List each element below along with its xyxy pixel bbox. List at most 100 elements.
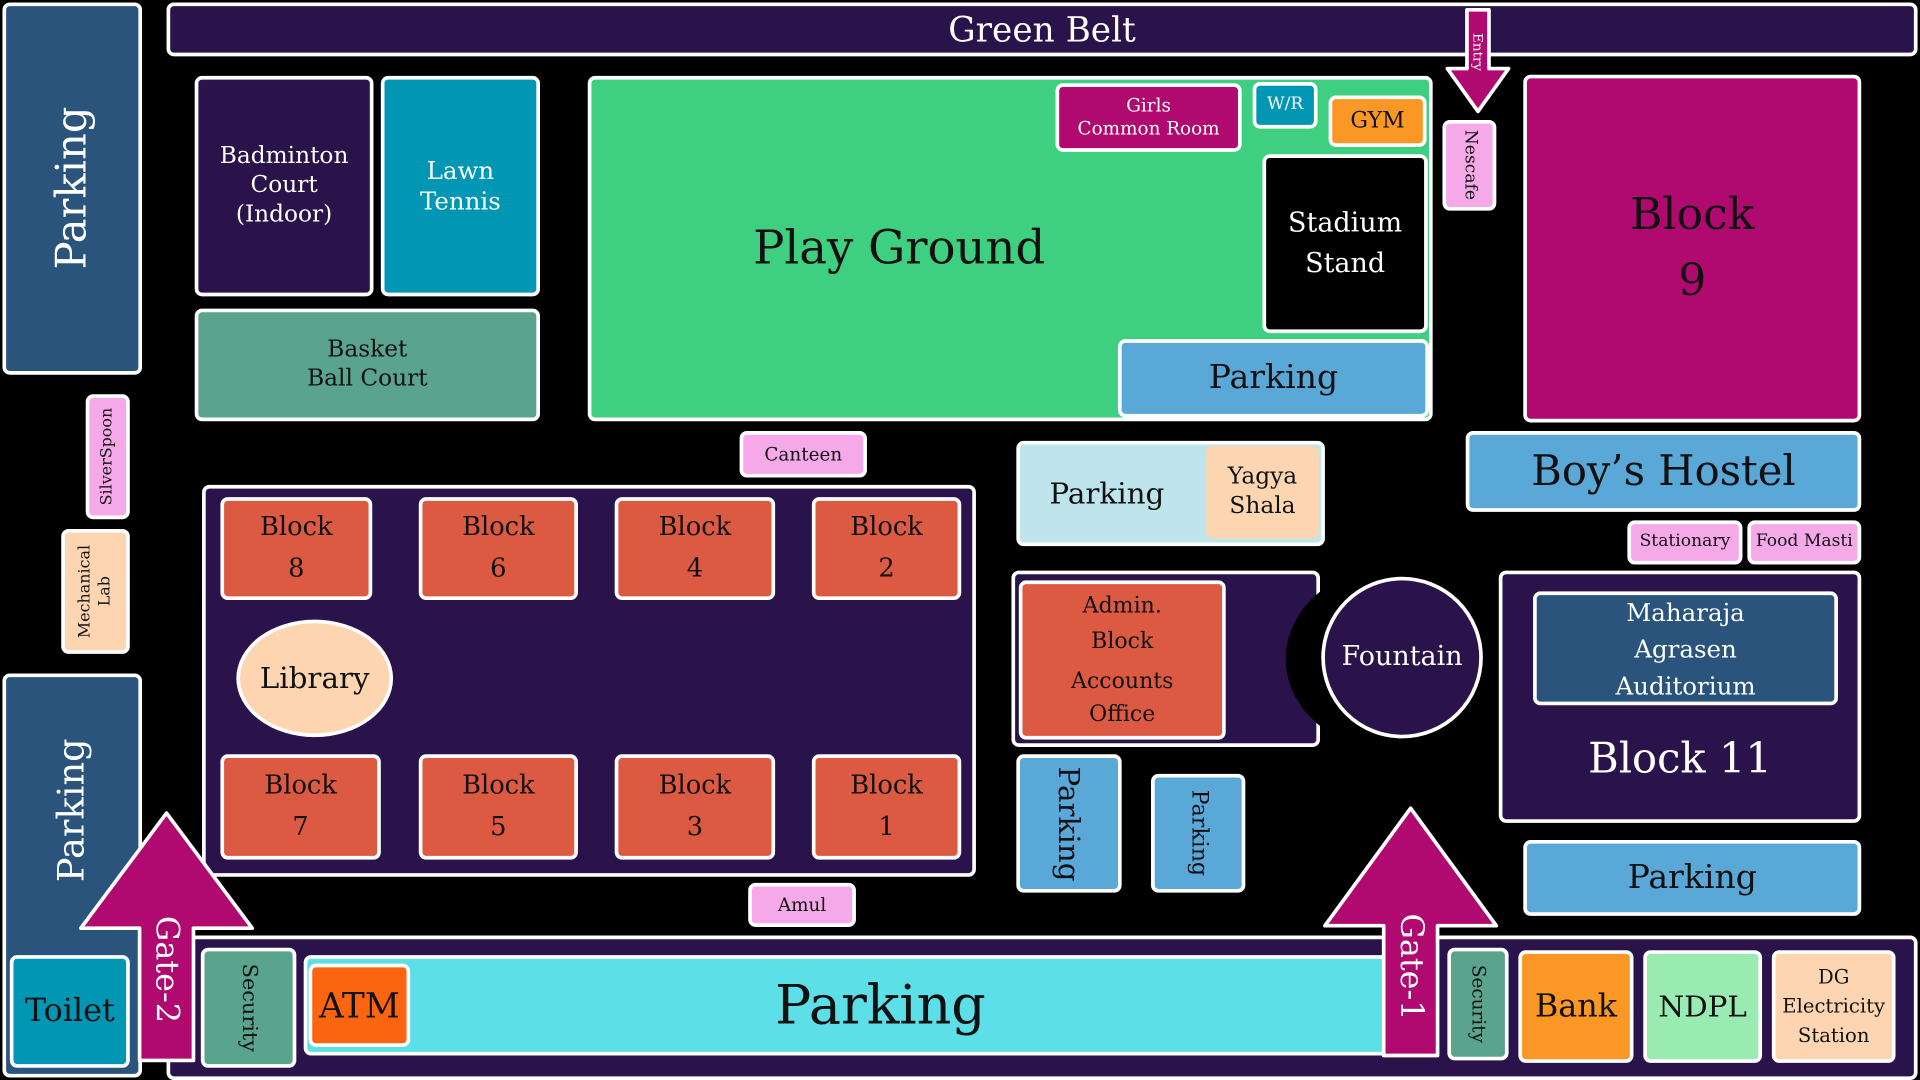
play-ground-label: Play Ground [753,220,1046,275]
parking-playground[interactable]: Parking [1117,339,1429,418]
accounts-office-label: Accounts Office [1071,668,1174,728]
dg-electricity-station-label: DG Electricity Station [1782,964,1886,1047]
nescafe-label: Nescafe [1460,130,1481,201]
basketball-court-label: Basket Ball Court [307,335,428,392]
entry-arrow[interactable]: Entry [1442,7,1513,115]
gate-1-arrow[interactable]: Gate-1 [1320,803,1501,1060]
parking-playground-label: Parking [1208,358,1339,397]
block-6[interactable]: Block 6 [418,497,578,601]
block-4-label: Block 4 [658,512,732,583]
mechanical-lab-label: Mechanical Lab [75,544,114,639]
food-masti[interactable]: Food Masti [1747,520,1862,565]
block-6-label: Block 6 [462,512,535,583]
nescafe[interactable]: Nescafe [1442,120,1497,211]
toilet-label: Toilet [24,992,115,1030]
parking-vertical-2[interactable]: Parking [1151,773,1246,893]
boys-hostel[interactable]: Boy’s Hostel [1465,431,1862,512]
silverspoon[interactable]: SilverSpoon [85,394,130,520]
parking-vertical-1[interactable]: Parking [1016,754,1122,893]
library-label: Library [259,661,370,696]
block-1-label: Block 1 [850,770,923,842]
atm-label: ATM [318,985,400,1026]
dg-electricity-station[interactable]: DG Electricity Station [1771,950,1896,1063]
bank[interactable]: Bank [1518,950,1634,1063]
parking-bottom-label: Parking [775,974,986,1037]
parking-block11-label: Parking [1627,858,1757,897]
block-2[interactable]: Block 2 [811,497,962,601]
fountain[interactable]: Fountain [1321,576,1483,739]
entry-arrow-shape [1445,7,1511,114]
parking-block11[interactable]: Parking [1523,840,1862,916]
security-left-label: Security [237,963,262,1052]
girls-common-room[interactable]: Girls Common Room [1055,83,1242,152]
block-2-label: Block 2 [850,512,923,583]
library[interactable]: Library [236,619,394,738]
block-7[interactable]: Block 7 [220,754,381,860]
gate-1-arrow-shape [1323,806,1499,1058]
gate-1-label: Gate-1 [1392,913,1429,1021]
block-3-label: Block 3 [658,770,732,842]
ndpl-label: NDPL [1658,989,1747,1024]
block-11-label: Block 11 [1588,734,1772,784]
washroom-label: W/R [1266,94,1304,115]
lawn-tennis[interactable]: Lawn Tennis [380,75,541,297]
toilet[interactable]: Toilet [9,955,130,1068]
basketball-court[interactable]: Basket Ball Court [194,308,541,422]
stadium-stand-label: Stadium Stand [1288,208,1403,280]
security-left[interactable]: Security [200,947,297,1068]
fountain-label: Fountain [1341,641,1463,673]
amul[interactable]: Amul [748,882,856,927]
ndpl[interactable]: NDPL [1643,950,1763,1063]
lawn-tennis-label: Lawn Tennis [419,155,501,216]
block-8-label: Block 8 [260,512,333,583]
block-8[interactable]: Block 8 [220,497,373,601]
parking-bottom[interactable]: Parking [303,955,1389,1056]
gym-label: GYM [1350,107,1405,134]
block-5[interactable]: Block 5 [418,754,578,860]
parking-yagya-label: Parking [1049,476,1165,511]
gate-2-label: Gate-2 [148,916,185,1024]
block-1[interactable]: Block 1 [811,754,962,860]
security-right[interactable]: Security [1447,947,1509,1061]
block-3[interactable]: Block 3 [614,754,776,860]
parking-left-top-label: Parking [47,107,97,271]
bank-label: Bank [1534,987,1618,1025]
stationary[interactable]: Stationary [1627,520,1743,565]
canteen-label: Canteen [764,442,843,465]
block-4[interactable]: Block 4 [614,497,776,601]
gym[interactable]: GYM [1328,95,1427,147]
stadium-stand[interactable]: Stadium Stand [1262,154,1428,334]
block-7-label: Block 7 [264,770,337,842]
admin-block[interactable]: Admin. Block Accounts Office [1018,580,1226,740]
mechanical-lab[interactable]: Mechanical Lab [61,528,130,654]
silverspoon-label: SilverSpoon [97,407,117,506]
gate-2-arrow-shape [78,811,255,1063]
green-belt-label: Green Belt [948,9,1136,50]
block-5-label: Block 5 [462,770,535,842]
badminton-court[interactable]: Badminton Court (Indoor) [194,75,374,297]
security-right-label: Security [1467,965,1490,1044]
admin-block-label: Admin. Block [1082,592,1162,654]
block-9-label: Block 9 [1630,189,1755,307]
badminton-court-label: Badminton Court (Indoor) [219,142,349,228]
atm[interactable]: ATM [308,963,411,1047]
green-belt[interactable]: Green Belt [166,2,1918,57]
auditorium-label: Maharaja Agrasen Auditorium [1615,596,1756,700]
block-9[interactable]: Block 9 [1523,74,1862,423]
auditorium[interactable]: Maharaja Agrasen Auditorium [1533,591,1838,706]
food-masti-label: Food Masti [1755,531,1853,552]
stationary-label: Stationary [1639,531,1731,552]
parking-left-top[interactable]: Parking [2,2,143,375]
entry-label: Entry [1470,33,1486,72]
amul-label: Amul [777,893,827,916]
parking-vertical-1-label: Parking [1051,765,1087,881]
yagya-shala-label: Yagya Shala [1227,463,1298,520]
gate-2-arrow[interactable]: Gate-2 [76,808,257,1068]
boys-hostel-label: Boy’s Hostel [1531,446,1796,496]
washroom[interactable]: W/R [1252,82,1318,129]
canteen[interactable]: Canteen [739,431,867,478]
girls-common-room-label: Girls Common Room [1077,94,1220,140]
parking-vertical-2-label: Parking [1186,790,1212,877]
yagya-shala[interactable]: Yagya Shala [1206,445,1319,539]
